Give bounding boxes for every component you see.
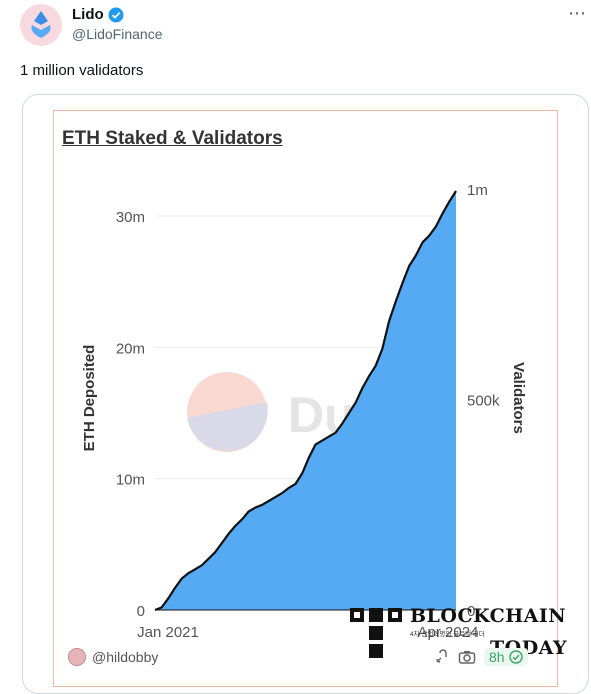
y-tick-label: 0 bbox=[137, 603, 145, 620]
blockchain-text: BLOCKCHAIN bbox=[410, 605, 567, 627]
check-circle-icon bbox=[508, 650, 523, 664]
chart-credit[interactable]: @hildobby bbox=[68, 648, 158, 666]
x-tick-label: Jan 2021 bbox=[137, 624, 199, 641]
y2-tick-label: 1m bbox=[467, 182, 488, 199]
age-badge: 8h bbox=[484, 648, 528, 666]
blockchain-today-logo-icon bbox=[350, 608, 402, 658]
chart-title: ETH Staked & Validators bbox=[62, 128, 283, 149]
y-axis-label: ETH Deposited bbox=[81, 345, 98, 452]
y2-tick-label: 500k bbox=[467, 393, 500, 410]
lido-logo-icon bbox=[31, 11, 51, 38]
y2-tick-label: 0 bbox=[467, 603, 475, 620]
author-name-row[interactable]: Lido bbox=[72, 6, 124, 23]
verified-badge-icon bbox=[108, 7, 124, 22]
creator-avatar bbox=[68, 648, 86, 666]
tweet-text: 1 million validators bbox=[20, 62, 144, 79]
more-options-icon[interactable]: ⋯ bbox=[568, 3, 587, 23]
brand-subtitle: 4차 산업혁명의 글로벌 리더 bbox=[410, 631, 485, 638]
author-handle[interactable]: @LidoFinance bbox=[72, 26, 163, 42]
author-avatar[interactable] bbox=[20, 4, 62, 46]
share-link-icon[interactable] bbox=[434, 649, 450, 665]
camera-icon[interactable] bbox=[458, 649, 476, 665]
eth-staked-line bbox=[154, 190, 457, 612]
y-tick-label: 10m bbox=[116, 472, 145, 489]
chart-footer-icons: 8h bbox=[434, 648, 528, 666]
y2-axis-label: Validators bbox=[510, 362, 527, 434]
eth-staked-area bbox=[155, 191, 456, 610]
x-tick-label: Apr 2024 bbox=[418, 624, 479, 641]
y-tick-label: 20m bbox=[116, 340, 145, 357]
age-text: 8h bbox=[489, 649, 505, 665]
y-tick-label: 30m bbox=[116, 209, 145, 226]
author-name[interactable]: Lido bbox=[72, 6, 104, 23]
creator-handle[interactable]: @hildobby bbox=[92, 649, 159, 665]
